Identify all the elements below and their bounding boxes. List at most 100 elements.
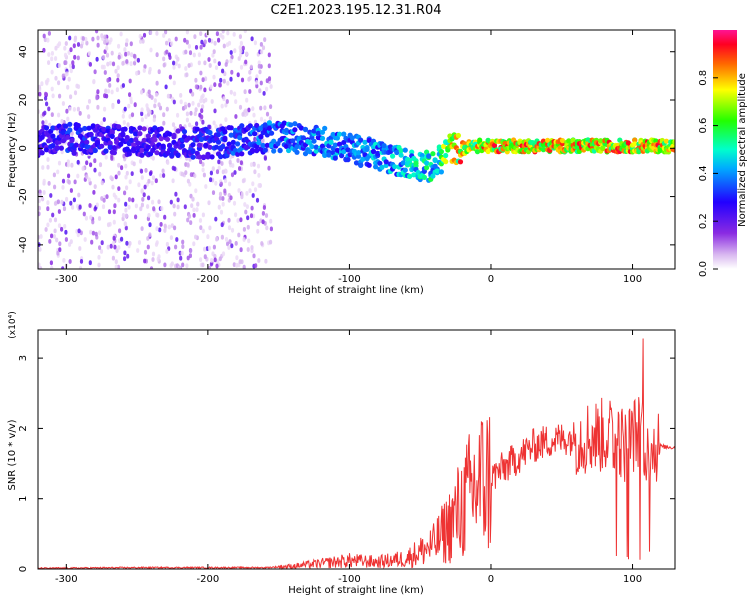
spectrogram-cell	[60, 199, 64, 205]
spectrogram-cell	[223, 178, 228, 184]
spectrogram-cell	[240, 77, 245, 83]
spectrogram-ridge-cell	[379, 164, 385, 170]
spectrogram-cell	[269, 104, 273, 109]
spectrogram-cell	[251, 193, 255, 198]
spectrogram-cell	[63, 45, 67, 51]
spectrogram-cell	[233, 48, 237, 54]
spectrogram-cell	[56, 250, 60, 256]
spectrogram-cell	[86, 104, 90, 110]
x-tick-label: -200	[197, 574, 220, 585]
spectrogram-cell	[219, 181, 223, 187]
spectrogram-cell	[194, 234, 198, 240]
spectrogram-cell	[212, 120, 216, 126]
spectrogram-cell	[116, 77, 120, 83]
spectrogram-cell	[117, 170, 121, 176]
spectrogram-cell	[230, 243, 234, 249]
spectrogram-cell	[84, 215, 88, 221]
spectrogram-cell	[200, 114, 204, 120]
spectrogram-cell	[47, 181, 51, 186]
spectrogram-cell	[50, 112, 54, 117]
spectrogram-ridge-cell	[82, 125, 88, 132]
spectrogram-cell	[150, 95, 154, 100]
spectrogram-cell	[103, 106, 107, 112]
colorbar-gradient	[713, 30, 737, 269]
spectrogram-cell	[151, 175, 156, 181]
spectrogram-ridge-cell	[175, 128, 181, 134]
spectrogram-cell	[124, 51, 128, 57]
spectrogram-cell	[252, 253, 256, 259]
spectrogram-cell	[117, 162, 121, 168]
spectrogram-cell	[264, 258, 268, 264]
spectrogram-cell	[229, 195, 233, 201]
spectrogram-cell	[93, 184, 97, 190]
spectrogram-cell	[184, 170, 188, 176]
spectrogram-cell	[108, 83, 112, 88]
spectrogram-cell	[143, 249, 148, 255]
spectrogram-ridge-cell	[235, 141, 241, 147]
spectrogram-cell	[171, 178, 175, 184]
spectrogram-ridge-cell	[375, 150, 381, 156]
spectrogram-ridge-cell	[491, 142, 498, 149]
spectrogram-ridge-cell	[632, 141, 638, 147]
spectrogram-cell	[136, 248, 140, 253]
spectrogram-cell	[267, 165, 271, 171]
spectrogram-cell	[98, 245, 102, 251]
spectrogram-cell	[76, 173, 80, 179]
spectrogram-cell	[207, 37, 212, 43]
spectrogram-ridge-cell	[366, 137, 372, 143]
spectrogram-cell	[69, 200, 73, 206]
spectrogram-cell	[253, 40, 257, 46]
colorbar-ticks: 0.0 0.2 0.4 0.6 0.8	[698, 70, 718, 277]
spectrogram-cell	[72, 107, 76, 112]
spectrogram-cell	[258, 69, 262, 75]
spectrogram-cell	[57, 223, 62, 229]
spectrogram-ridge-cell	[207, 144, 213, 150]
spectrogram-cell	[75, 83, 79, 89]
spectrogram-cell	[251, 106, 255, 111]
spectrogram-cell	[258, 88, 262, 94]
spectrogram-ridge-cell	[322, 125, 328, 131]
spectrogram-cell	[102, 55, 106, 60]
spectrogram-cell	[190, 203, 194, 209]
spectrogram-cell	[103, 39, 107, 45]
spectrogram-ridge-cell	[67, 127, 73, 133]
spectrogram-ridge-cell	[235, 151, 241, 157]
spectrogram-cell	[146, 106, 150, 112]
spectrogram-cell	[219, 209, 224, 215]
spectrogram-cell	[199, 44, 203, 50]
spectrogram-cell	[234, 241, 238, 246]
spectrogram-cell	[99, 249, 104, 254]
spectrogram-cell	[240, 194, 244, 200]
spectrogram-cell	[168, 55, 172, 60]
spectrogram-ridge-cell	[430, 173, 436, 179]
spectrogram-cell	[218, 256, 222, 262]
spectrogram-cell	[151, 251, 156, 257]
spectrogram-cell	[224, 62, 228, 67]
spectrogram-cell	[176, 112, 180, 118]
spectrogram-cell	[38, 205, 41, 211]
spectrogram-cell	[203, 60, 207, 66]
spectrogram-cell	[177, 63, 181, 69]
spectrogram-cell	[125, 170, 129, 176]
spectrogram-cell	[114, 68, 118, 74]
spectrogram-ridge-cell	[107, 144, 113, 150]
spectrogram-cell	[249, 64, 253, 70]
spectrogram-cell	[163, 262, 167, 268]
spectrogram-cell	[261, 138, 265, 144]
spectrogram-ridge-cell	[426, 153, 432, 159]
spectrogram-ridge-cell	[356, 150, 362, 156]
spectrogram-ridge-cell	[339, 153, 345, 159]
spectrogram-ridge-cell	[133, 131, 139, 137]
spectrogram-cell	[97, 216, 102, 221]
spectrogram-cell	[136, 57, 140, 63]
spectrogram-ridge-cell	[345, 157, 351, 163]
spectrogram-ridge-cell	[254, 148, 260, 154]
spectrogram-cell	[61, 266, 65, 269]
spectrogram-cell	[174, 244, 178, 250]
spectrogram-ridge-cell	[566, 138, 572, 144]
spectrogram-ridge-cell	[107, 140, 113, 146]
spectrogram-cell	[85, 40, 89, 46]
snr-x-ticks: -300 -200 -100 0 100	[55, 330, 642, 585]
spectrogram-cell	[57, 209, 62, 214]
spectrogram-cell	[165, 241, 169, 247]
